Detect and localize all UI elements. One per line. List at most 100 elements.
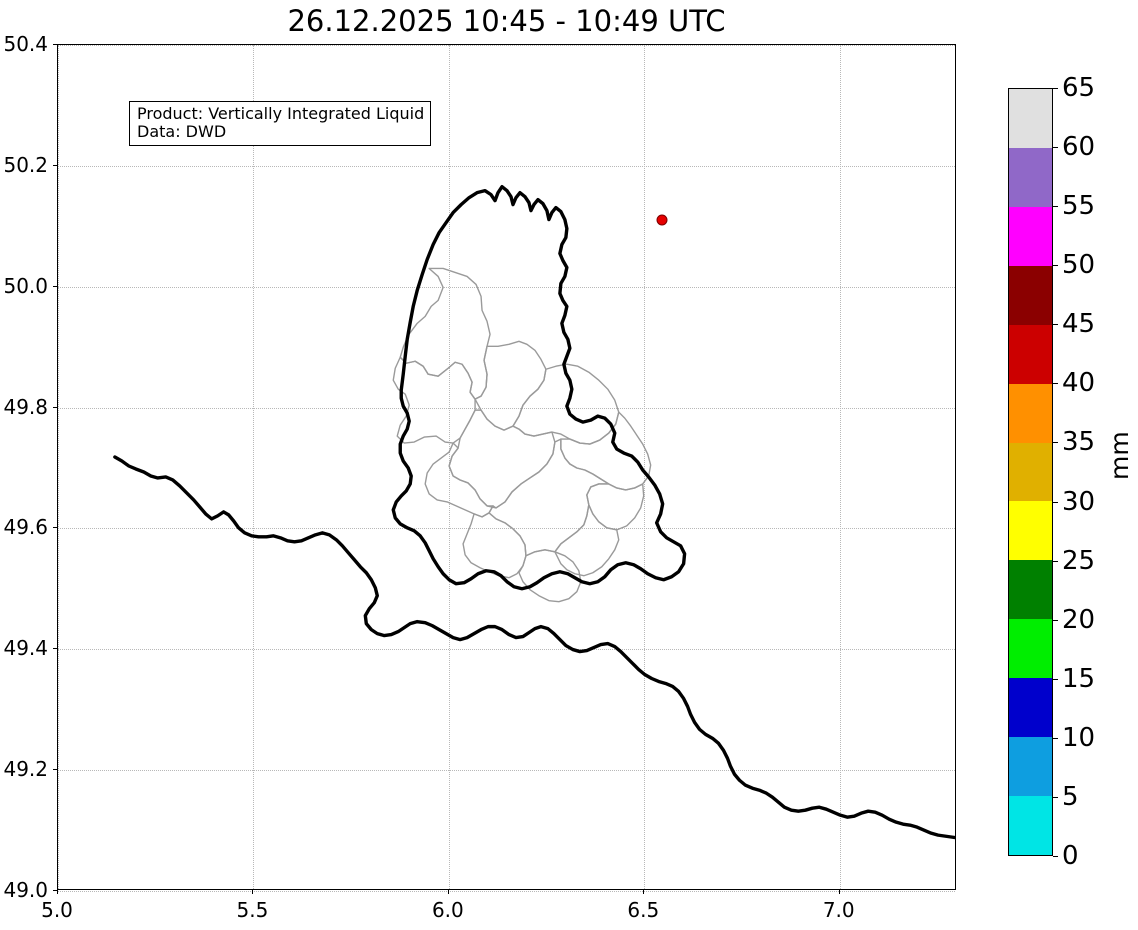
x-tick-label-1: 5.5	[236, 898, 269, 922]
y-tick-mark-6	[53, 164, 57, 166]
luxembourg-border	[391, 184, 687, 591]
colorbar-tick-mark-6	[1053, 501, 1058, 503]
colorbar-tick-label-9: 45	[1062, 309, 1096, 340]
colorbar-tick-label-8: 40	[1062, 368, 1096, 399]
radar-site-marker[interactable]	[656, 214, 668, 226]
info-box-data-line: Data: DWD	[137, 121, 227, 141]
gridline-vertical-3	[644, 45, 646, 889]
canton-border-clervaux	[399, 267, 491, 400]
colorbar-tick-mark-12	[1053, 147, 1058, 149]
colorbar-band-5-10	[1009, 737, 1052, 797]
colorbar-tick-mark-9	[1053, 324, 1058, 326]
gridline-vertical-4	[839, 45, 841, 889]
colorbar-tick-label-7: 35	[1062, 427, 1096, 458]
gridline-vertical-0	[58, 45, 59, 889]
canton-border-redange	[424, 442, 494, 518]
colorbar-gradient	[1008, 88, 1053, 856]
colorbar-tick-mark-1	[1053, 796, 1058, 798]
y-tick-label-1: 49.2	[3, 757, 48, 782]
canton-border-diekirch-inner	[488, 438, 610, 557]
country-borders-layer	[113, 184, 955, 840]
x-tick-mark-4	[838, 890, 840, 894]
y-tick-mark-4	[53, 406, 57, 408]
colorbar-tick-label-1: 5	[1062, 781, 1079, 812]
colorbar-band-45-50	[1009, 265, 1052, 325]
y-tick-label-5: 50.0	[3, 273, 48, 298]
colorbar-tick-mark-5	[1053, 560, 1058, 562]
x-tick-label-4: 7.0	[822, 898, 855, 922]
colorbar-tick-label-11: 55	[1062, 191, 1096, 222]
region-borders-layer	[392, 267, 652, 603]
info-box-product-line: Product: Vertically Integrated Liquid	[137, 104, 425, 123]
map-plot-area[interactable]: Product: Vertically Integrated Liquid Da…	[57, 44, 956, 892]
colorbar-band-55-60	[1009, 147, 1052, 207]
gridline-horizontal-1	[58, 770, 955, 772]
colorbar-tick-label-2: 10	[1062, 722, 1096, 753]
colorbar-band-20-25	[1009, 560, 1052, 620]
colorbar-band-10-15	[1009, 678, 1052, 738]
colorbar-tick-mark-11	[1053, 206, 1058, 208]
y-tick-label-7: 50.4	[3, 32, 48, 56]
canton-border-remich	[586, 483, 645, 531]
colorbar-tick-mark-8	[1053, 383, 1058, 385]
gridline-horizontal-7	[58, 45, 955, 46]
colorbar-tick-mark-3	[1053, 678, 1058, 680]
y-tick-label-0: 49.0	[3, 878, 48, 902]
west-frontier-line	[113, 455, 955, 840]
colorbar-band-30-35	[1009, 442, 1052, 502]
colorbar-band-35-40	[1009, 383, 1052, 443]
x-tick-label-0: 5.0	[41, 898, 73, 922]
colorbar-tick-label-10: 50	[1062, 250, 1096, 281]
colorbar-tick-mark-10	[1053, 265, 1058, 267]
map-canvas	[113, 184, 955, 840]
y-tick-mark-0	[53, 890, 57, 891]
y-tick-mark-3	[53, 527, 57, 529]
colorbar-band-25-30	[1009, 501, 1052, 561]
canton-border-mersch	[448, 409, 556, 509]
x-tick-label-3: 6.5	[627, 898, 660, 922]
gridline-horizontal-2	[58, 649, 955, 651]
x-tick-mark-1	[252, 890, 254, 894]
colorbar-band-60-65	[1009, 89, 1052, 148]
colorbar-tick-mark-0	[1053, 856, 1058, 857]
x-tick-label-2: 6.0	[431, 898, 464, 922]
x-tick-mark-0	[57, 890, 58, 894]
colorbar-tick-label-3: 15	[1062, 663, 1096, 694]
y-tick-label-6: 50.2	[3, 152, 48, 177]
info-box: Product: Vertically Integrated Liquid Da…	[129, 101, 432, 146]
x-tick-mark-3	[643, 890, 645, 894]
y-tick-mark-5	[53, 285, 57, 287]
colorbar-band-40-45	[1009, 324, 1052, 384]
gridline-horizontal-6	[58, 165, 955, 167]
y-tick-label-2: 49.4	[3, 636, 48, 661]
colorbar-tick-label-0: 0	[1062, 841, 1079, 871]
colorbar[interactable]: 0 5 10 15 20 25 30 35 40 45 50 55 60 65	[1008, 73, 1095, 871]
colorbar-band-15-20	[1009, 619, 1052, 679]
colorbar-tick-mark-2	[1053, 737, 1058, 739]
y-tick-label-3: 49.6	[3, 515, 48, 540]
colorbar-tick-label-12: 60	[1062, 132, 1096, 163]
canton-border-grevenmacher	[560, 411, 652, 491]
colorbar-axis-label: mm	[1105, 431, 1134, 480]
gridline-horizontal-3	[58, 528, 955, 530]
colorbar-tick-mark-7	[1053, 442, 1058, 444]
y-tick-mark-2	[53, 648, 57, 650]
y-tick-mark-1	[53, 769, 57, 771]
gridline-horizontal-0	[58, 891, 955, 892]
page-title: 26.12.2025 10:45 - 10:49 UTC	[287, 4, 726, 38]
colorbar-tick-label-6: 30	[1062, 486, 1096, 517]
colorbar-tick-label-4: 20	[1062, 604, 1096, 635]
x-tick-mark-2	[447, 890, 449, 894]
canton-border-capellen	[462, 512, 527, 579]
colorbar-tick-label-13: 65	[1062, 73, 1096, 103]
gridline-vertical-1	[253, 45, 255, 889]
gridline-horizontal-5	[58, 286, 955, 288]
y-tick-mark-7	[53, 44, 57, 45]
colorbar-band-0-5	[1009, 796, 1052, 855]
colorbar-tick-label-5: 25	[1062, 545, 1096, 576]
gridline-horizontal-4	[58, 407, 955, 409]
colorbar-tick-mark-4	[1053, 619, 1058, 621]
y-tick-label-4: 49.8	[3, 394, 48, 419]
colorbar-tick-mark-13	[1053, 88, 1058, 89]
colorbar-band-50-55	[1009, 206, 1052, 266]
